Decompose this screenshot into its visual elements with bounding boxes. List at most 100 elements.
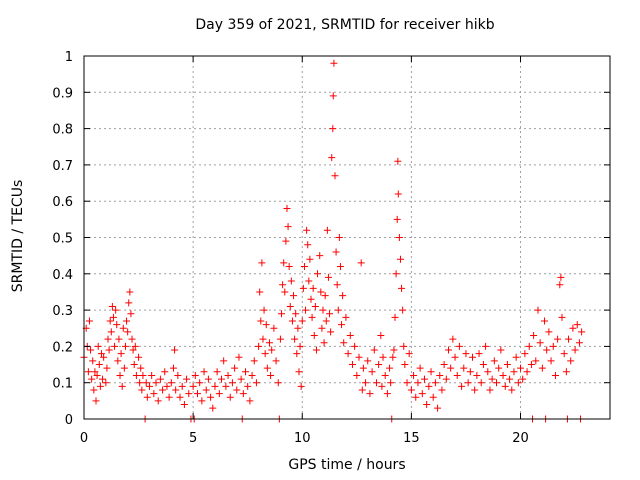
data-point xyxy=(285,263,293,271)
data-point xyxy=(218,375,226,383)
data-point xyxy=(506,375,514,383)
data-point xyxy=(556,281,564,289)
data-point xyxy=(334,306,342,314)
data-point xyxy=(139,371,147,379)
data-point xyxy=(328,154,336,162)
data-point xyxy=(436,371,444,379)
data-point xyxy=(183,375,191,383)
data-point xyxy=(154,397,162,405)
data-point xyxy=(295,368,303,376)
data-point xyxy=(287,277,295,285)
data-point xyxy=(307,295,315,303)
data-point xyxy=(412,393,420,401)
data-point xyxy=(482,342,490,350)
data-point xyxy=(272,357,280,365)
x-tick-label: 0 xyxy=(80,431,88,446)
data-point xyxy=(451,353,459,361)
y-tick-label: 0.9 xyxy=(52,86,73,101)
data-point xyxy=(97,350,105,358)
data-point xyxy=(425,382,433,390)
data-point xyxy=(490,357,498,365)
data-point xyxy=(322,317,330,325)
y-tick-label: 0.8 xyxy=(52,123,73,138)
data-point xyxy=(394,190,402,198)
data-point xyxy=(392,270,400,278)
data-point xyxy=(111,342,119,350)
data-point xyxy=(89,357,97,365)
data-point xyxy=(543,346,551,354)
data-point xyxy=(394,157,402,165)
data-point xyxy=(112,306,120,314)
data-point xyxy=(396,255,404,263)
data-point xyxy=(517,364,525,372)
data-point xyxy=(464,379,472,387)
data-point xyxy=(105,346,113,354)
data-point xyxy=(306,255,314,263)
data-point xyxy=(118,382,126,390)
x-tick-label: 10 xyxy=(294,431,311,446)
y-tick-label: 0.4 xyxy=(52,268,73,283)
y-tick-label: 0.2 xyxy=(52,340,73,355)
data-point xyxy=(318,324,326,332)
data-point xyxy=(281,288,289,296)
data-point xyxy=(292,310,300,318)
data-point xyxy=(501,382,509,390)
data-point xyxy=(231,364,239,372)
data-point xyxy=(248,371,256,379)
chart-title: Day 359 of 2021, SRMTID for receiver hik… xyxy=(195,17,495,33)
data-point xyxy=(488,375,496,383)
data-point xyxy=(143,393,151,401)
data-point xyxy=(128,335,136,343)
data-point xyxy=(274,379,282,387)
data-point xyxy=(557,273,565,281)
data-point xyxy=(541,317,549,325)
data-point xyxy=(88,375,96,383)
data-point xyxy=(311,302,319,310)
data-point xyxy=(475,350,483,358)
data-point xyxy=(321,292,329,300)
data-point xyxy=(104,335,112,343)
data-point xyxy=(458,382,466,390)
data-point xyxy=(565,335,573,343)
data-point xyxy=(239,390,247,398)
data-point xyxy=(171,346,179,354)
data-point xyxy=(256,288,264,296)
data-point xyxy=(549,342,557,350)
data-point xyxy=(96,382,104,390)
data-point xyxy=(213,368,221,376)
data-point xyxy=(444,346,452,354)
data-point xyxy=(366,390,374,398)
data-point xyxy=(102,379,110,387)
data-point xyxy=(431,379,439,387)
data-point xyxy=(211,382,219,390)
data-point xyxy=(364,357,372,365)
data-point xyxy=(267,371,275,379)
grid xyxy=(84,56,610,419)
data-point xyxy=(119,324,127,332)
data-point xyxy=(106,317,114,325)
data-point xyxy=(569,324,577,332)
data-point xyxy=(510,368,518,376)
data-point xyxy=(389,353,397,361)
data-point xyxy=(499,371,507,379)
data-point xyxy=(335,234,343,241)
data-point xyxy=(85,317,93,325)
data-point xyxy=(316,252,324,260)
data-point xyxy=(228,379,236,387)
data-point xyxy=(523,368,531,376)
data-point xyxy=(455,342,463,350)
data-point xyxy=(479,361,487,369)
data-point xyxy=(460,364,468,372)
data-point xyxy=(571,346,579,354)
data-point xyxy=(329,92,337,100)
data-point xyxy=(137,364,145,372)
data-point xyxy=(359,364,367,372)
data-point xyxy=(156,375,164,383)
data-point xyxy=(283,204,291,212)
data-point xyxy=(121,342,129,350)
data-point xyxy=(320,339,328,347)
data-point xyxy=(172,386,180,394)
data-point xyxy=(560,350,568,358)
data-point xyxy=(261,350,269,358)
data-point xyxy=(84,368,92,376)
